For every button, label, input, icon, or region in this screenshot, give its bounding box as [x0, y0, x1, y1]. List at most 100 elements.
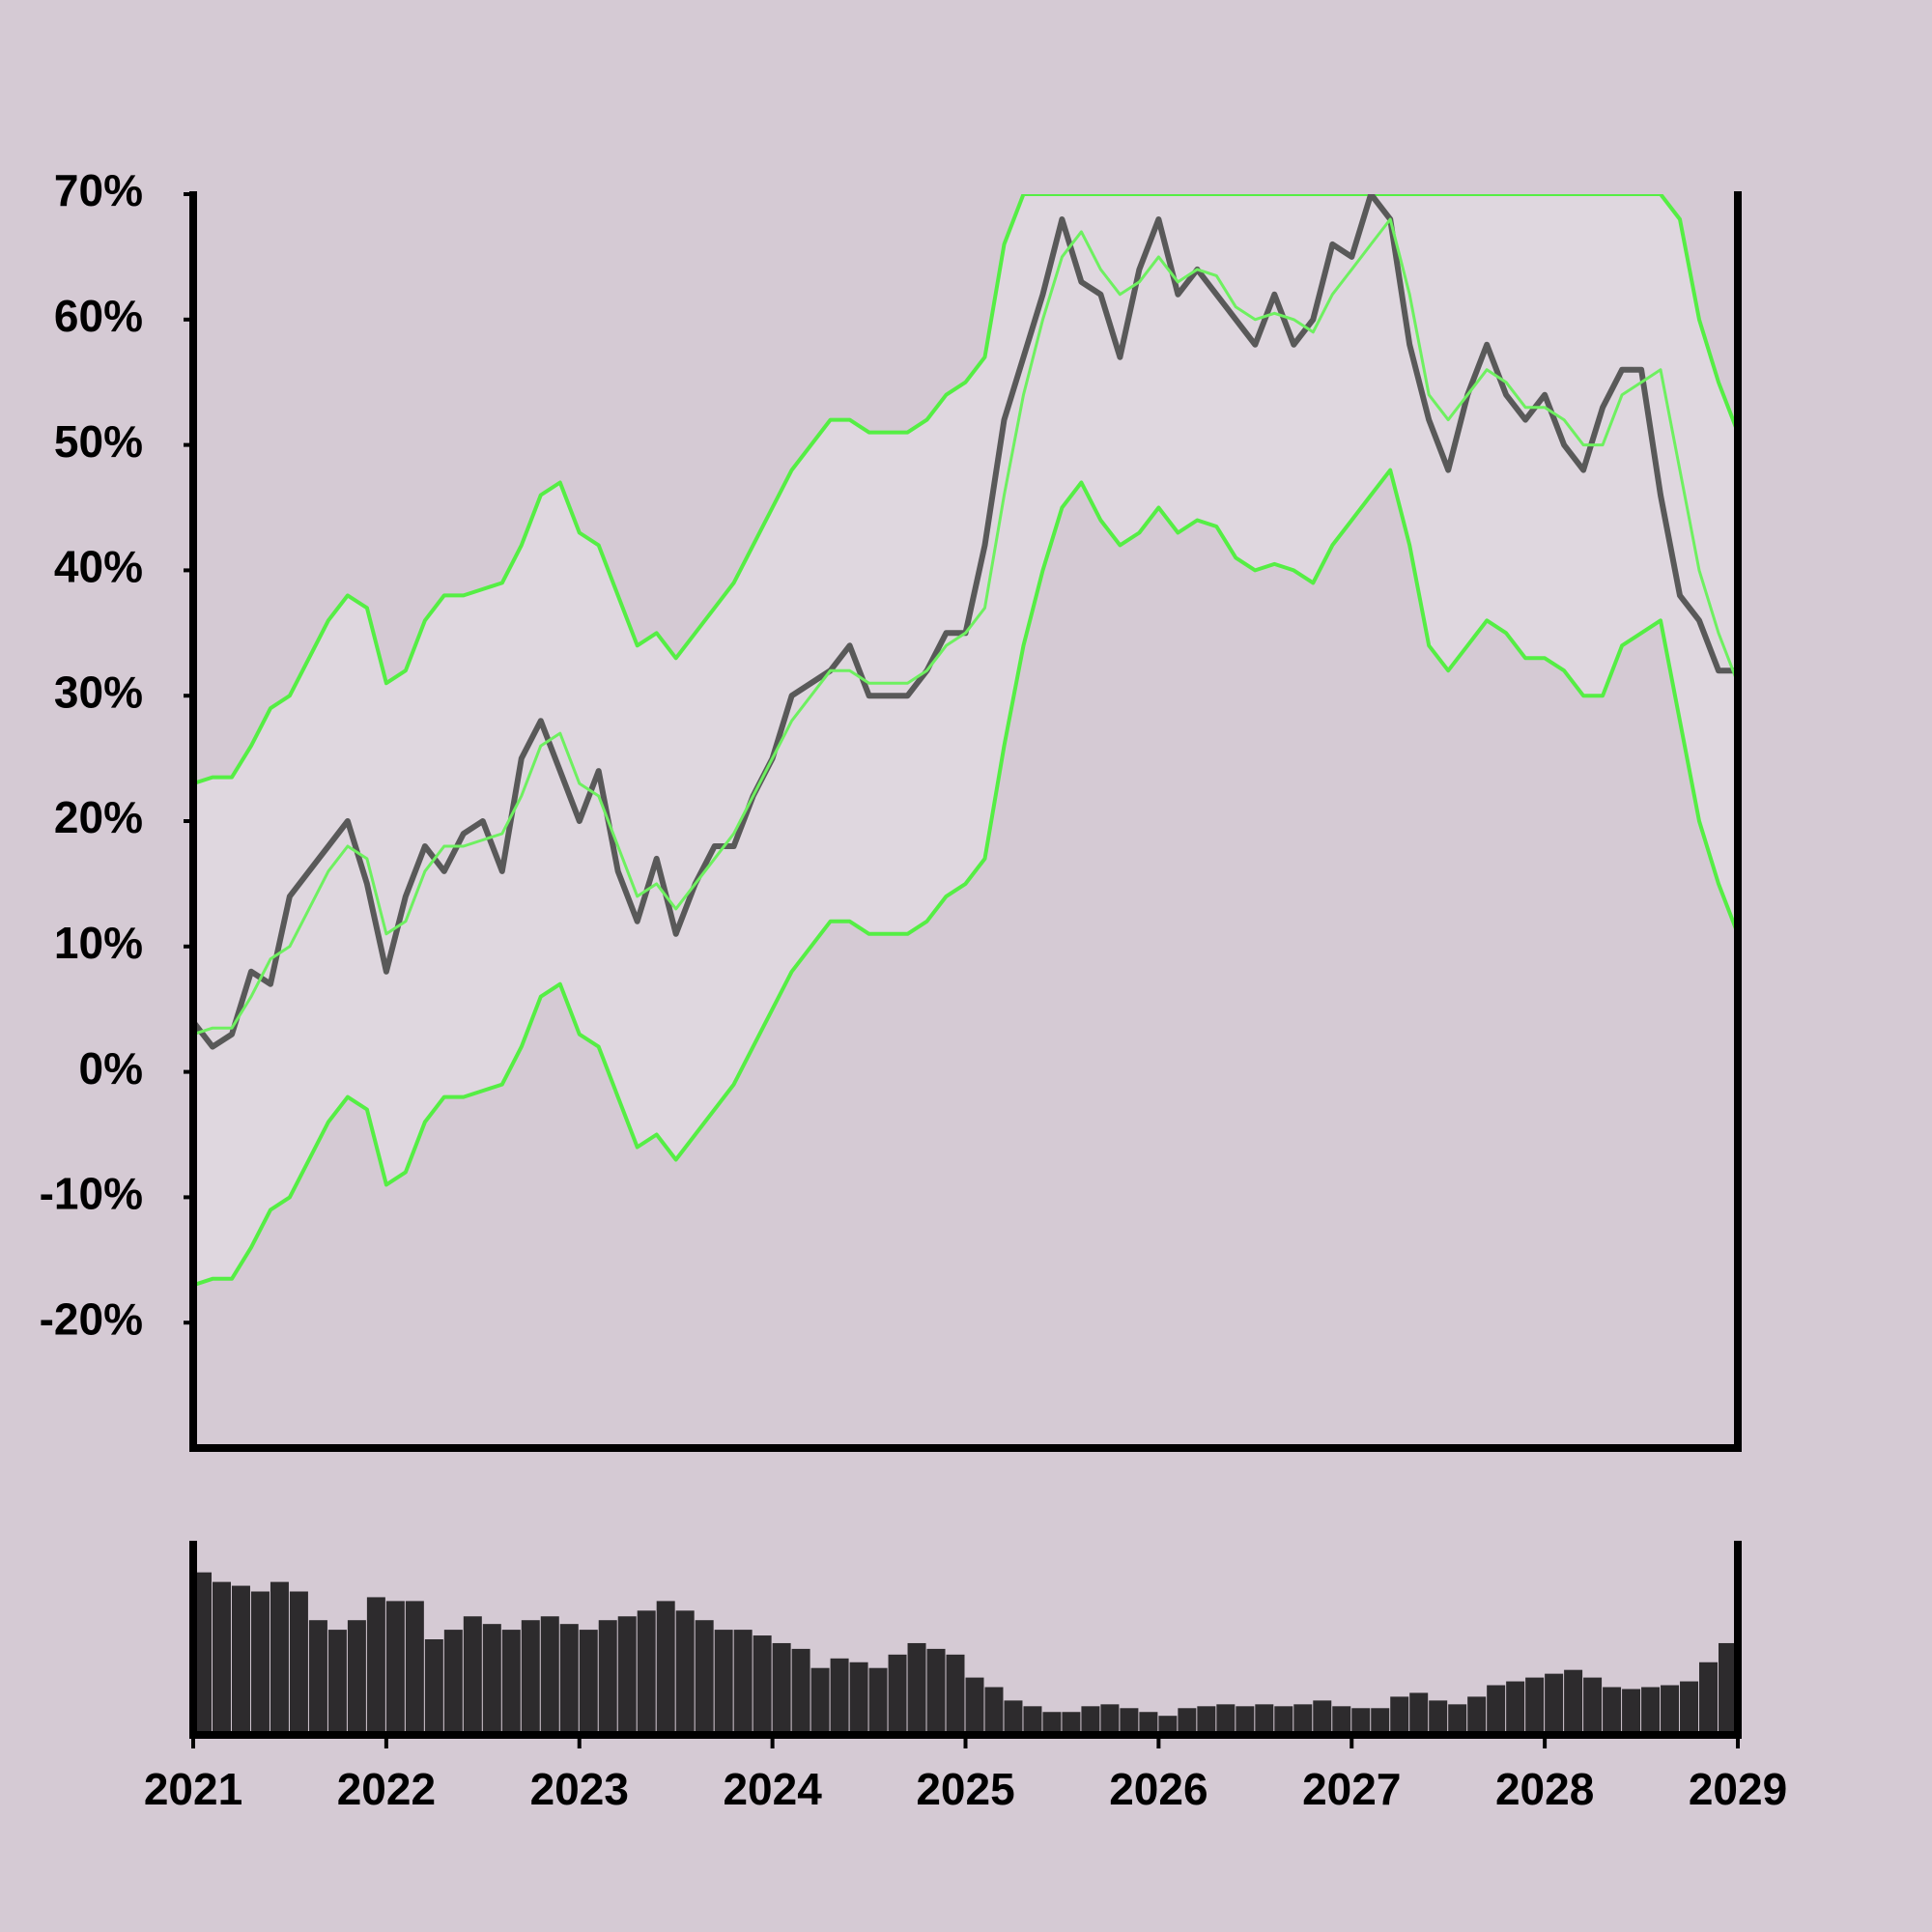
volume-bar [463, 1616, 482, 1735]
volume-bar [617, 1616, 637, 1735]
x-tick-label: 2023 [530, 1764, 629, 1814]
volume-bar [1390, 1696, 1409, 1735]
volume-bar [733, 1630, 753, 1735]
volume-bar [791, 1648, 810, 1735]
volume-bar [1158, 1716, 1178, 1735]
volume-bar [1506, 1681, 1525, 1735]
volume-bar [1448, 1704, 1467, 1735]
volume-bar [443, 1630, 463, 1735]
volume-bar [1351, 1708, 1371, 1735]
volume-bar [1641, 1687, 1661, 1735]
y-tick-label: -10% [40, 1169, 143, 1219]
y-tick-label: 10% [54, 918, 143, 968]
volume-bar [1178, 1708, 1197, 1735]
y-tick-label: 40% [54, 542, 143, 592]
volume-bar [1622, 1689, 1641, 1735]
volume-bar [250, 1591, 270, 1735]
volume-bar [1487, 1685, 1506, 1735]
volume-bar [1023, 1706, 1042, 1735]
volume-bar [1216, 1704, 1236, 1735]
volume-bar [810, 1667, 830, 1735]
volume-bar [424, 1639, 443, 1735]
volume-bar [231, 1585, 250, 1735]
band-line [193, 194, 1738, 786]
x-tick-label: 2029 [1689, 1764, 1787, 1814]
volume-bar [327, 1630, 347, 1735]
volume-bar [1699, 1662, 1719, 1735]
volume-bar [270, 1581, 289, 1735]
volume-bar [830, 1658, 849, 1735]
volume-bar [984, 1687, 1004, 1735]
volume-bar [212, 1581, 231, 1735]
volume-bar [946, 1654, 965, 1735]
x-tick-label: 2026 [1109, 1764, 1208, 1814]
band-line [193, 468, 1738, 1288]
volume-bar [1525, 1677, 1545, 1735]
volume-bar [1255, 1704, 1274, 1735]
volume-bar [868, 1667, 888, 1735]
volume-bar [1236, 1706, 1255, 1735]
volume-bar [907, 1642, 926, 1735]
y-tick-label: -20% [40, 1293, 143, 1344]
y-tick-label: 60% [54, 291, 143, 341]
volume-bar [1429, 1700, 1448, 1735]
volume-bar [772, 1642, 791, 1735]
volume-bar [1139, 1712, 1158, 1735]
x-tick-label: 2021 [144, 1764, 242, 1814]
volume-bar [1042, 1712, 1062, 1735]
volume-bar [521, 1620, 540, 1735]
volume-bar [926, 1648, 946, 1735]
volume-bar [1274, 1706, 1293, 1735]
volume-bar [1004, 1700, 1023, 1735]
volume-bar [1719, 1642, 1737, 1735]
volume-bar [308, 1620, 327, 1735]
volume-bar [1197, 1706, 1216, 1735]
volume-bar [1545, 1673, 1564, 1735]
volume-bar [366, 1597, 385, 1735]
volume-bar [482, 1624, 501, 1735]
volume-bar [965, 1677, 984, 1735]
volume-bar [656, 1601, 675, 1735]
volume-bar [1313, 1700, 1332, 1735]
x-tick-label: 2022 [337, 1764, 436, 1814]
volume-bar [714, 1630, 733, 1735]
plot-area [193, 194, 1738, 1288]
volume-bar [540, 1616, 559, 1735]
volume-bar [347, 1620, 366, 1735]
volume-bar [1603, 1687, 1622, 1735]
volume-bar [1100, 1704, 1120, 1735]
y-tick-label: 50% [54, 416, 143, 467]
volume-bar [1120, 1708, 1139, 1735]
volume-bar [501, 1630, 521, 1735]
x-tick-label: 2027 [1302, 1764, 1401, 1814]
volume-bar [559, 1624, 579, 1735]
volume-bar [1661, 1685, 1680, 1735]
volume-bar [753, 1635, 772, 1735]
x-tick-label: 2025 [916, 1764, 1014, 1814]
volume-bar [1332, 1706, 1351, 1735]
volume-bar [1062, 1712, 1081, 1735]
volume-bar [579, 1630, 598, 1735]
y-tick-label: 30% [54, 667, 143, 717]
volume-bar [289, 1591, 308, 1735]
band-fill [193, 194, 1738, 1286]
volume-bar [1081, 1706, 1100, 1735]
volume-bar [1467, 1696, 1487, 1735]
volume-bar [888, 1654, 907, 1735]
band-line [193, 217, 1738, 1037]
volume-bar [1564, 1669, 1583, 1735]
volume-bar [1293, 1704, 1313, 1735]
volume-bar [695, 1620, 714, 1735]
x-tick-label: 2024 [723, 1764, 822, 1814]
y-tick-label: 20% [54, 792, 143, 842]
volume-bar [1680, 1681, 1699, 1735]
volume-bar [385, 1601, 405, 1735]
volume-bar [598, 1620, 617, 1735]
volume-bar [849, 1662, 868, 1735]
volume-bar [405, 1601, 424, 1735]
volume-bar [1409, 1692, 1429, 1735]
volume-bar [675, 1610, 695, 1735]
volume-bar [637, 1610, 656, 1735]
